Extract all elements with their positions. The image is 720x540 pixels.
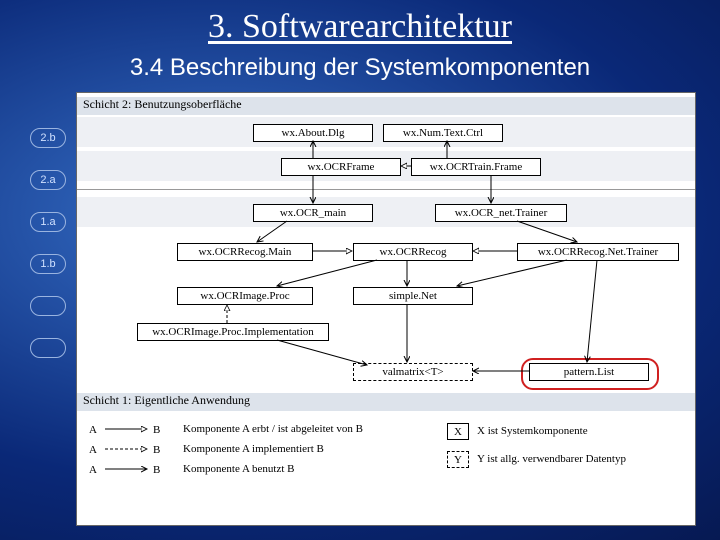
comp-imageprocimpl: wx.OCRImage.Proc.Implementation (137, 323, 329, 341)
svg-text:B: B (153, 424, 160, 436)
side-label: 2.b (30, 128, 66, 148)
side-labels: 2.b 2.a 1.a 1.b (30, 128, 70, 380)
legend-box-x: X (447, 423, 469, 440)
svg-text:B: B (153, 464, 160, 476)
page-title: 3. Softwarearchitektur (0, 8, 720, 46)
comp-recogmain: wx.OCRRecog.Main (177, 243, 313, 261)
svg-text:A: A (89, 444, 97, 456)
svg-text:B: B (153, 444, 160, 456)
comp-numtextctrl: wx.Num.Text.Ctrl (383, 124, 503, 142)
page-subtitle: 3.4 Beschreibung der Systemkomponenten (0, 54, 720, 82)
comp-valmatrix: valmatrix<T> (353, 363, 473, 381)
architecture-diagram: Schicht 2: Benutzungsoberfläche wx.About… (76, 92, 696, 526)
comp-aboutdlg: wx.About.Dlg (253, 124, 373, 142)
layer-divider (77, 189, 695, 190)
layer-header-top: Schicht 2: Benutzungsoberfläche (77, 97, 695, 115)
comp-ocrmain: wx.OCR_main (253, 204, 373, 222)
legend-line-inherit: Komponente A erbt / ist abgeleitet von B (183, 423, 363, 435)
side-label: 1.b (30, 254, 66, 274)
band-1a (77, 197, 695, 227)
legend-line-use: Komponente A benutzt B (183, 463, 295, 475)
highlight-patternlist (521, 358, 659, 390)
legend-box-y: Y (447, 451, 469, 468)
comp-recognettrainer: wx.OCRRecog.Net.Trainer (517, 243, 679, 261)
comp-recog: wx.OCRRecog (353, 243, 473, 261)
comp-ocrframe: wx.OCRFrame (281, 158, 401, 176)
comp-trainframe: wx.OCRTrain.Frame (411, 158, 541, 176)
side-label (30, 338, 66, 358)
slide-root: 3. Softwarearchitektur 3.4 Beschreibung … (0, 0, 720, 540)
svg-text:A: A (89, 424, 97, 436)
legend: A B A B A B Komponente A erbt / ist abge… (87, 421, 685, 511)
legend-text-y: Y ist allg. verwendbarer Datentyp (477, 453, 626, 465)
legend-text-x: X ist Systemkomponente (477, 425, 588, 437)
layer-header-bottom: Schicht 1: Eigentliche Anwendung (77, 393, 695, 411)
svg-text:A: A (89, 464, 97, 476)
side-label: 2.a (30, 170, 66, 190)
side-label (30, 296, 66, 316)
comp-simplenet: simple.Net (353, 287, 473, 305)
legend-line-implement: Komponente A implementiert B (183, 443, 324, 455)
comp-nettrainer: wx.OCR_net.Trainer (435, 204, 567, 222)
side-label: 1.a (30, 212, 66, 232)
comp-imageproc: wx.OCRImage.Proc (177, 287, 313, 305)
